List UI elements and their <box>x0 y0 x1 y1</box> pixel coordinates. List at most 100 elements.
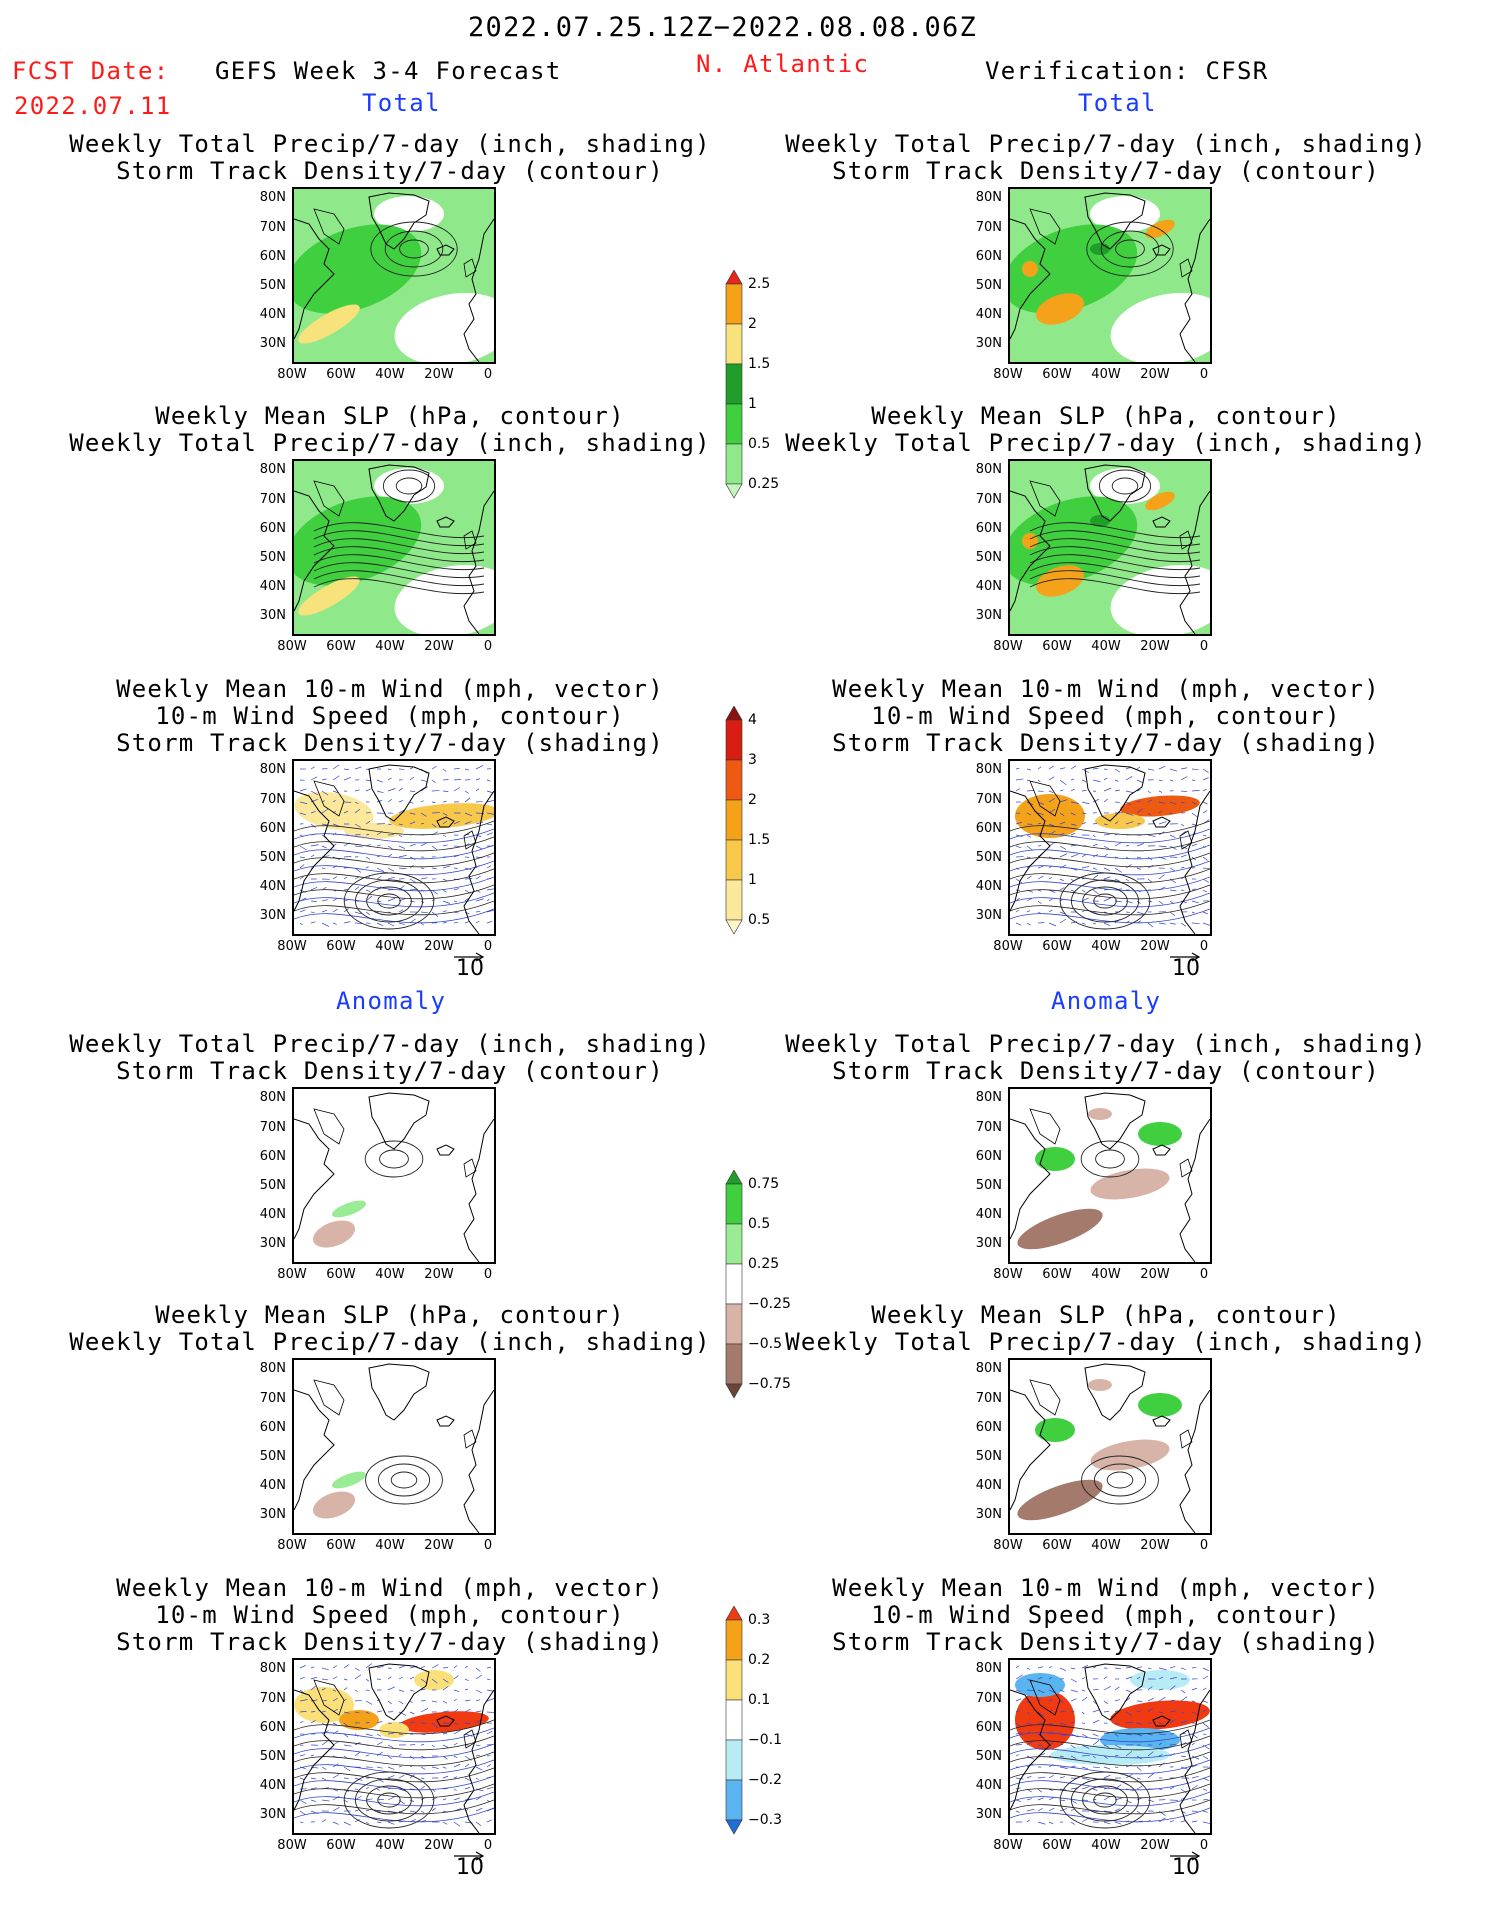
map-panel-windanom-verification <box>1008 1658 1212 1835</box>
lat-tick-label: 50N <box>975 850 1002 865</box>
lon-tick-label: 0 <box>483 639 493 654</box>
panel-title-line: Storm Track Density/7-day (shading) <box>832 1628 1380 1656</box>
lat-tick-label: 70N <box>975 1691 1002 1706</box>
lon-tick-label: 60W <box>1042 1838 1072 1853</box>
map-panel-slpanom-verification <box>1008 1358 1212 1535</box>
lat-tick-label: 80N <box>975 462 1002 477</box>
colorbar-segment <box>725 879 743 921</box>
panel-title-line: 10-m Wind Speed (mph, contour) <box>871 702 1341 730</box>
map-panel-precip-verification <box>1008 187 1212 364</box>
colorbar-label: 1.5 <box>748 356 771 372</box>
lon-tick-label: 60W <box>326 639 356 654</box>
panel-title: Weekly Total Precip/7-day (inch, shading… <box>30 131 750 185</box>
map-panel-panom-forecast <box>292 1087 496 1264</box>
colorbar-segment <box>725 799 743 841</box>
lon-tick-label: 80W <box>993 367 1023 382</box>
lon-tick-label: 80W <box>277 1538 307 1553</box>
colorbar-label: 0.25 <box>748 476 780 492</box>
map-panel-wind-forecast <box>292 759 496 936</box>
lat-tick-label: 30N <box>259 1507 286 1522</box>
colorbar-label: 2.5 <box>748 276 771 292</box>
lon-tick-label: 20W <box>1140 1838 1170 1853</box>
lat-tick-label: 50N <box>259 1178 286 1193</box>
lat-tick-label: 60N <box>259 1420 286 1435</box>
panel-title: Weekly Mean 10-m Wind (mph, vector) 10-m … <box>30 676 750 757</box>
lon-tick-label: 20W <box>424 1538 454 1553</box>
lon-tick-label: 40W <box>375 367 405 382</box>
lat-tick-label: 40N <box>975 579 1002 594</box>
panel-title-line: Weekly Mean 10-m Wind (mph, vector) <box>116 1574 664 1602</box>
vector-reference-arrow <box>452 944 486 969</box>
lat-tick-label: 80N <box>259 1361 286 1376</box>
lon-tick-label: 40W <box>375 1838 405 1853</box>
map-panel-panom-verification <box>1008 1087 1212 1264</box>
panel-title: Weekly Mean SLP (hPa, contour) Weekly Tot… <box>746 1302 1466 1356</box>
fcst-date-label: FCST Date: <box>12 57 170 85</box>
colorbar-segment <box>725 719 743 761</box>
lon-tick-label: 60W <box>326 939 356 954</box>
lon-tick-label: 60W <box>1042 939 1072 954</box>
lon-tick-label: 0 <box>483 939 493 954</box>
colorbar-label: −0.3 <box>748 1812 782 1828</box>
lon-tick-label: 80W <box>993 1538 1023 1553</box>
map-field <box>294 1360 494 1533</box>
lon-tick-label: 0 <box>1199 639 1209 654</box>
colorbar-precip_total <box>724 269 744 578</box>
panel-title: Weekly Mean SLP (hPa, contour) Weekly Tot… <box>30 1302 750 1356</box>
map-field <box>1010 761 1210 934</box>
colorbar-top-triangle <box>725 269 743 285</box>
map-panel-slp-verification <box>1008 459 1212 636</box>
panel-title-line: Weekly Mean 10-m Wind (mph, vector) <box>832 1574 1380 1602</box>
colorbar-bottom-triangle <box>725 1819 743 1835</box>
lon-tick-label: 80W <box>993 639 1023 654</box>
lon-tick-label: 80W <box>277 1838 307 1853</box>
lon-tick-label: 0 <box>483 367 493 382</box>
colorbar-label: 0.5 <box>748 436 771 452</box>
lon-tick-label: 80W <box>277 367 307 382</box>
lat-tick-label: 60N <box>259 821 286 836</box>
lat-tick-label: 40N <box>259 1207 286 1222</box>
lon-tick-label: 40W <box>1091 639 1121 654</box>
colorbar-label: 2 <box>748 316 757 332</box>
map-panel-wind-verification <box>1008 759 1212 936</box>
lat-tick-label: 30N <box>259 1807 286 1822</box>
lat-tick-label: 40N <box>975 1207 1002 1222</box>
colorbar-segment <box>725 283 743 325</box>
colorbar-label: 0.5 <box>748 912 771 928</box>
lat-tick-label: 50N <box>975 1178 1002 1193</box>
lat-tick-label: 30N <box>259 608 286 623</box>
lat-tick-label: 60N <box>975 249 1002 264</box>
panel-title-line: 10-m Wind Speed (mph, contour) <box>155 702 625 730</box>
panel-title-line: Weekly Total Precip/7-day (inch, shading… <box>785 429 1427 457</box>
panel-title-line: Weekly Total Precip/7-day (inch, shading… <box>785 1030 1427 1058</box>
lon-tick-label: 40W <box>375 639 405 654</box>
colorbar-label: −0.25 <box>748 1296 791 1312</box>
panel-title-line: Weekly Total Precip/7-day (inch, shading… <box>69 130 711 158</box>
lat-tick-label: 30N <box>259 908 286 923</box>
colorbar-top-triangle <box>725 1169 743 1185</box>
colorbar-label: 1.5 <box>748 832 771 848</box>
lon-tick-label: 40W <box>1091 367 1121 382</box>
colorbar-label: −0.2 <box>748 1772 782 1788</box>
lon-tick-label: 20W <box>424 367 454 382</box>
lat-tick-label: 60N <box>975 1720 1002 1735</box>
panel-title-line: Storm Track Density/7-day (shading) <box>116 729 664 757</box>
lat-tick-label: 70N <box>975 220 1002 235</box>
map-panel-precip-forecast <box>292 187 496 364</box>
lon-tick-label: 60W <box>1042 1267 1072 1282</box>
lon-tick-label: 20W <box>1140 1267 1170 1282</box>
lat-tick-label: 50N <box>259 850 286 865</box>
panel-title-line: Storm Track Density/7-day (shading) <box>832 729 1380 757</box>
lon-tick-label: 80W <box>277 939 307 954</box>
colorbar-segment <box>725 1263 743 1305</box>
colorbar-segment <box>725 363 743 405</box>
section-anomaly-left: Anomaly <box>336 987 447 1015</box>
vector-reference-label: 10 <box>456 1855 484 1880</box>
lon-tick-label: 60W <box>1042 367 1072 382</box>
lat-tick-label: 60N <box>975 1420 1002 1435</box>
lon-tick-label: 80W <box>993 1838 1023 1853</box>
lat-tick-label: 50N <box>975 1449 1002 1464</box>
lat-tick-label: 40N <box>975 1478 1002 1493</box>
lat-tick-label: 80N <box>975 1661 1002 1676</box>
lat-tick-label: 30N <box>975 1507 1002 1522</box>
